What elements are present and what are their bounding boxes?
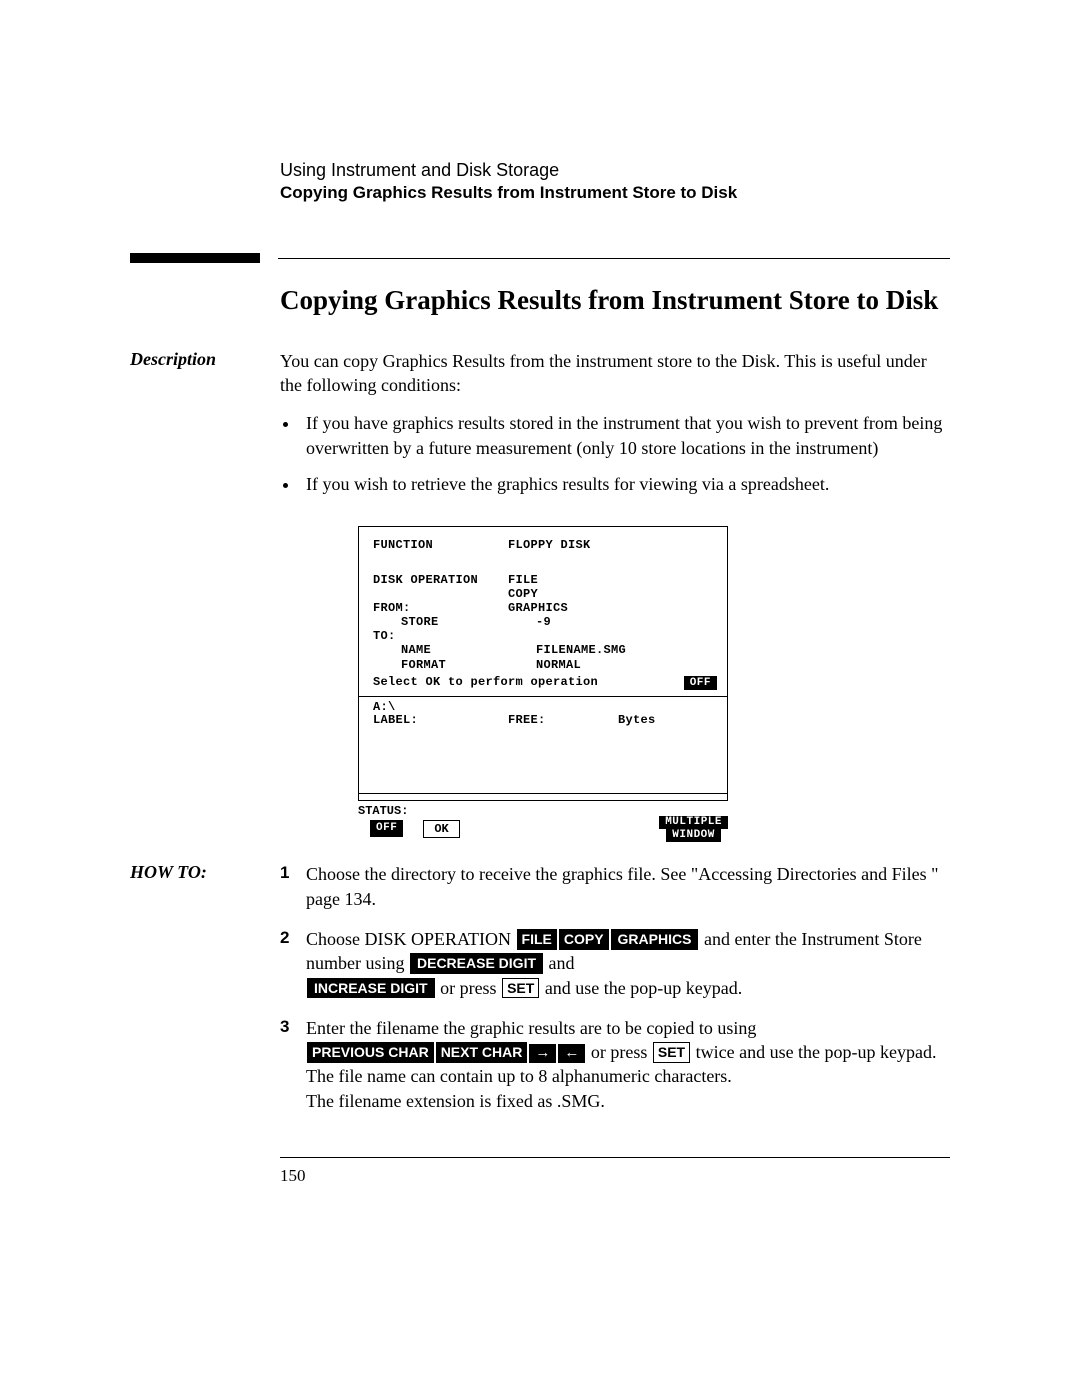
screen-select-text: Select OK to perform operation xyxy=(373,676,684,689)
step3-text-a: Enter the filename the graphic results a… xyxy=(306,1018,756,1038)
set-button: SET xyxy=(502,978,539,999)
howto-label: HOW TO: xyxy=(130,862,280,1129)
screen-diskop-label: DISK OPERATION xyxy=(373,574,508,587)
screen-window-tag: WINDOW xyxy=(666,829,721,842)
howto-step-1: Choose the directory to receive the grap… xyxy=(280,862,950,911)
screen-function-label: FUNCTION xyxy=(373,539,508,552)
screen-store-label: STORE xyxy=(373,616,536,629)
next-char-button: NEXT CHAR xyxy=(436,1042,528,1063)
increase-digit-button: INCREASE DIGIT xyxy=(307,978,435,999)
howto-step-3: Enter the filename the graphic results a… xyxy=(280,1016,950,1113)
screen-blank xyxy=(373,588,508,601)
screen-status-label: STATUS: xyxy=(358,803,460,819)
step2-text-a: Choose DISK OPERATION xyxy=(306,929,516,949)
footer-divider xyxy=(280,1157,950,1158)
graphics-button: GRAPHICS xyxy=(611,929,699,950)
page-number: 150 xyxy=(280,1166,950,1186)
screen-from-value: GRAPHICS xyxy=(508,602,717,615)
step3-text-b: or press xyxy=(586,1042,652,1062)
screen-function-value: FLOPPY DISK xyxy=(508,539,717,552)
screen-format-value: NORMAL xyxy=(536,659,717,672)
screen-name-label: NAME xyxy=(373,644,536,657)
description-intro: You can copy Graphics Results from the i… xyxy=(280,349,950,398)
copy-button: COPY xyxy=(559,929,609,950)
decrease-digit-button: DECREASE DIGIT xyxy=(410,953,543,974)
screen-to-label: TO: xyxy=(373,630,508,643)
step2-text-c: and xyxy=(544,953,575,973)
screen-from-label: FROM: xyxy=(373,602,508,615)
description-bullet: If you have graphics results stored in t… xyxy=(300,411,950,460)
page-title: Copying Graphics Results from Instrument… xyxy=(280,285,950,317)
description-bullet: If you wish to retrieve the graphics res… xyxy=(300,472,950,496)
section-divider xyxy=(130,253,950,263)
header-section-title: Copying Graphics Results from Instrument… xyxy=(280,183,950,203)
set-button: SET xyxy=(653,1042,690,1063)
screen-copy-value: COPY xyxy=(508,588,717,601)
screen-free-label: FREE: xyxy=(508,714,618,727)
header-chapter: Using Instrument and Disk Storage xyxy=(280,160,950,181)
screen-diskop-value: FILE xyxy=(508,574,717,587)
screen-off-tag: OFF xyxy=(684,676,717,690)
step1-text: Choose the directory to receive the grap… xyxy=(306,864,939,908)
file-button: FILE xyxy=(517,929,557,950)
screen-status-off: OFF xyxy=(370,820,403,837)
instrument-screenshot: FUNCTION FLOPPY DISK DISK OPERATION FILE… xyxy=(280,526,950,842)
step3-text-e: The filename extension is fixed as .SMG. xyxy=(306,1091,605,1111)
screen-label-label: LABEL: xyxy=(373,714,508,727)
screen-ok-button: OK xyxy=(423,820,459,838)
step2-text-d: or press xyxy=(436,978,502,998)
screen-name-value: FILENAME.SMG xyxy=(536,644,717,657)
howto-step-2: Choose DISK OPERATION FILECOPYGRAPHICS a… xyxy=(280,927,950,1000)
arrow-right-icon: → xyxy=(529,1044,556,1063)
step2-text-e: and use the pop-up keypad. xyxy=(540,978,742,998)
previous-char-button: PREVIOUS CHAR xyxy=(307,1042,434,1063)
step3-text-d: The file name can contain up to 8 alphan… xyxy=(306,1066,732,1086)
screen-store-value: -9 xyxy=(536,616,717,629)
screen-format-label: FORMAT xyxy=(373,659,536,672)
screen-bytes-label: Bytes xyxy=(618,714,656,727)
description-label: Description xyxy=(130,349,280,852)
screen-multiple-tag: MULTIPLE xyxy=(659,816,728,829)
arrow-left-icon: ← xyxy=(558,1044,585,1063)
step3-text-c: twice and use the pop-up keypad. xyxy=(691,1042,936,1062)
